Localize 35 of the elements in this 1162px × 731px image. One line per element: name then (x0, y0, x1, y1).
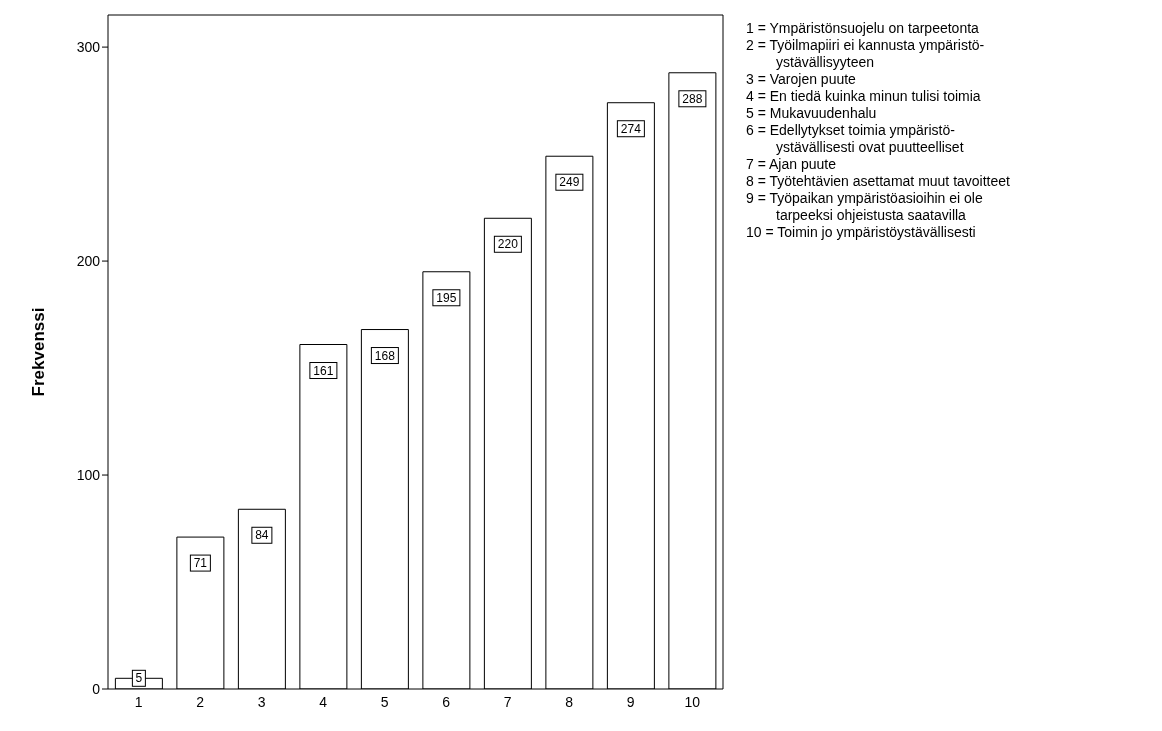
data-label: 249 (559, 175, 580, 190)
x-tick-label: 5 (380, 693, 389, 710)
text: 9 = Työpaikan ympäristöasioihin ei ole tarpeeksi ohjeistusta saatavilla (746, 190, 984, 224)
data-label: 274 (620, 121, 642, 136)
text: 1 = Ympäristönsuojelu on tarpeetonta (746, 20, 980, 37)
y-tick-label: 200 (76, 253, 101, 270)
text: 5 = Mukavuudenhalu (746, 105, 878, 122)
data-label: 84 (255, 528, 269, 543)
x-tick-label: 10 (684, 693, 701, 710)
text: 4 = En tiedä kuinka minun tulisi toimia (746, 88, 982, 105)
x-tick-label: 2 (196, 693, 205, 710)
data-label: 161 (313, 363, 334, 378)
y-tick-label: 0 (92, 680, 101, 697)
y-tick-label: 100 (76, 467, 101, 483)
text: 8 = Työtehtävien asettamat muut tavoitteet (746, 173, 1010, 190)
x-tick-label: 9 (626, 693, 635, 710)
text: 2 = Työilmapiiri ei kannusta ympäristö- ystävällisyyteen (746, 37, 986, 71)
text: 10 = Toimin jo ympäristöystävällisesti (746, 224, 977, 241)
data-label: 220 (497, 237, 519, 252)
x-tick-label: 4 (319, 693, 328, 710)
x-tick-label: 3 (257, 693, 266, 710)
text: 6 = Edellytykset toimia ympäristö- ystävällisesti ovat puutteelliset (746, 122, 965, 156)
data-label: 195 (436, 290, 457, 305)
x-tick-label: 6 (442, 693, 451, 710)
data-label: 5 (135, 671, 143, 686)
data-label: 168 (374, 348, 396, 363)
x-tick-label: 7 (503, 693, 512, 710)
x-tick-label: 8 (565, 693, 574, 710)
y-tick-label: 300 (76, 39, 101, 56)
data-label: 288 (682, 91, 703, 106)
text: 7 = Ajan puute (746, 156, 837, 173)
text: 3 = Varojen puute (746, 71, 857, 88)
data-label: 71 (193, 556, 208, 571)
x-tick-label: 1 (134, 693, 143, 710)
y-axis-title: Frekvenssi (29, 307, 49, 397)
